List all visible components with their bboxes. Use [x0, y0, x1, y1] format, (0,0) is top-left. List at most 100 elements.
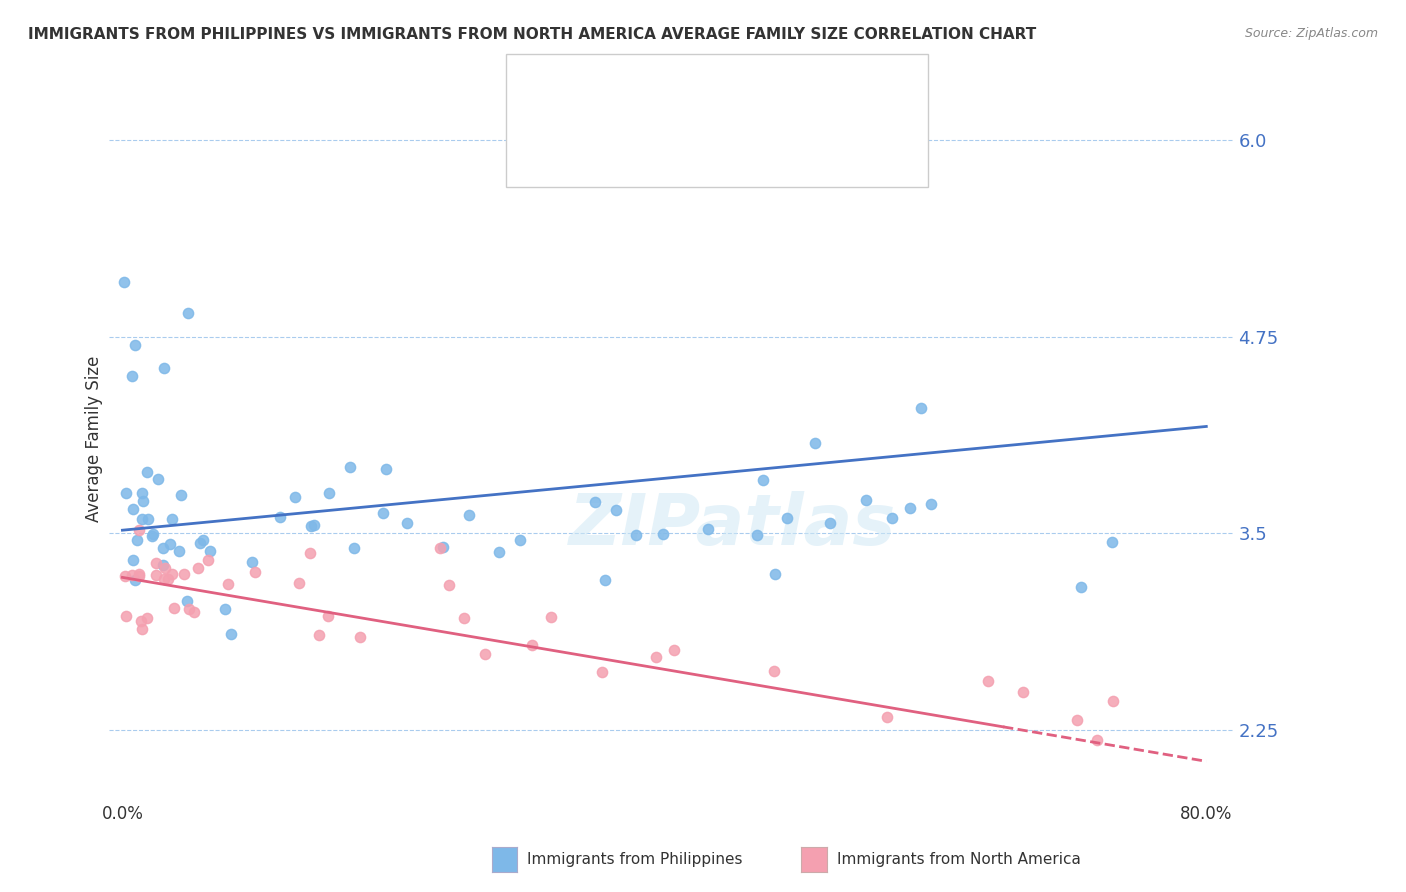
Point [115, 609, 138, 624]
Point [141, 528, 163, 542]
Point [509, 533, 531, 547]
Point [540, 609, 562, 624]
Point [318, 485, 340, 500]
Point [131, 511, 153, 525]
Point [288, 575, 311, 590]
Point [160, 512, 183, 526]
Point [474, 647, 496, 661]
Point [396, 516, 419, 530]
Point [128, 567, 150, 582]
Text: ZIPatlas: ZIPatlas [568, 491, 896, 560]
Point [921, 498, 943, 512]
Point [1012, 685, 1035, 699]
Point [520, 638, 543, 652]
Point [664, 642, 686, 657]
Text: Immigrants from Philippines: Immigrants from Philippines [527, 853, 742, 867]
Point [763, 566, 786, 581]
Point [145, 556, 167, 570]
Point [302, 518, 325, 533]
Point [1101, 535, 1123, 549]
Point [188, 536, 211, 550]
Point [316, 609, 339, 624]
Text: IMMIGRANTS FROM PHILIPPINES VS IMMIGRANTS FROM NORTH AMERICA AVERAGE FAMILY SIZE: IMMIGRANTS FROM PHILIPPINES VS IMMIGRANT… [28, 27, 1036, 42]
Point [121, 567, 143, 582]
Point [453, 611, 475, 625]
Point [910, 401, 932, 415]
Point [214, 602, 236, 616]
Y-axis label: Average Family Size: Average Family Size [86, 356, 103, 522]
Point [187, 561, 209, 575]
Point [152, 558, 174, 573]
Point [697, 522, 720, 536]
Point [156, 572, 179, 586]
Point [644, 649, 666, 664]
Point [163, 601, 186, 615]
Point [112, 275, 135, 289]
Point [339, 459, 361, 474]
Text: Source: ZipAtlas.com: Source: ZipAtlas.com [1244, 27, 1378, 40]
Point [114, 568, 136, 582]
Point [626, 528, 648, 542]
Point [977, 673, 1000, 688]
Point [128, 523, 150, 537]
Point [240, 555, 263, 569]
Point [219, 627, 242, 641]
Point [179, 602, 201, 616]
Point [776, 510, 799, 524]
Point [160, 566, 183, 581]
Point [170, 488, 193, 502]
Text: R =  0.201  N = 64: R = 0.201 N = 64 [574, 87, 731, 105]
Text: Immigrants from North America: Immigrants from North America [837, 853, 1080, 867]
Point [375, 462, 398, 476]
Point [371, 506, 394, 520]
Point [136, 466, 159, 480]
Point [605, 503, 627, 517]
Point [818, 516, 841, 531]
Point [159, 537, 181, 551]
Point [745, 528, 768, 542]
Point [121, 369, 143, 384]
Point [349, 630, 371, 644]
Point [343, 541, 366, 556]
Point [439, 578, 461, 592]
Text: R = -0.468  N = 44: R = -0.468 N = 44 [574, 134, 731, 152]
Point [763, 664, 786, 678]
Point [876, 710, 898, 724]
Point [177, 306, 200, 320]
Point [198, 544, 221, 558]
Point [1070, 580, 1092, 594]
Point [122, 502, 145, 516]
Point [173, 567, 195, 582]
Point [153, 361, 176, 376]
Point [651, 526, 673, 541]
Point [429, 541, 451, 555]
Point [1085, 733, 1108, 747]
Point [129, 614, 152, 628]
Point [308, 628, 330, 642]
Point [142, 527, 165, 541]
Point [145, 568, 167, 582]
Point [197, 552, 219, 566]
Point [146, 472, 169, 486]
Point [245, 565, 267, 579]
Point [124, 573, 146, 587]
Point [488, 545, 510, 559]
Point [136, 512, 159, 526]
Point [284, 490, 307, 504]
Point [131, 486, 153, 500]
Point [183, 605, 205, 619]
Point [152, 541, 174, 555]
Point [593, 573, 616, 587]
Point [432, 540, 454, 554]
Point [115, 485, 138, 500]
Point [457, 508, 479, 522]
Point [880, 511, 903, 525]
Point [855, 493, 877, 508]
Point [128, 569, 150, 583]
Point [152, 572, 174, 586]
Point [217, 576, 239, 591]
Point [299, 518, 322, 533]
Point [124, 337, 146, 351]
Point [898, 501, 921, 516]
Point [132, 494, 155, 508]
